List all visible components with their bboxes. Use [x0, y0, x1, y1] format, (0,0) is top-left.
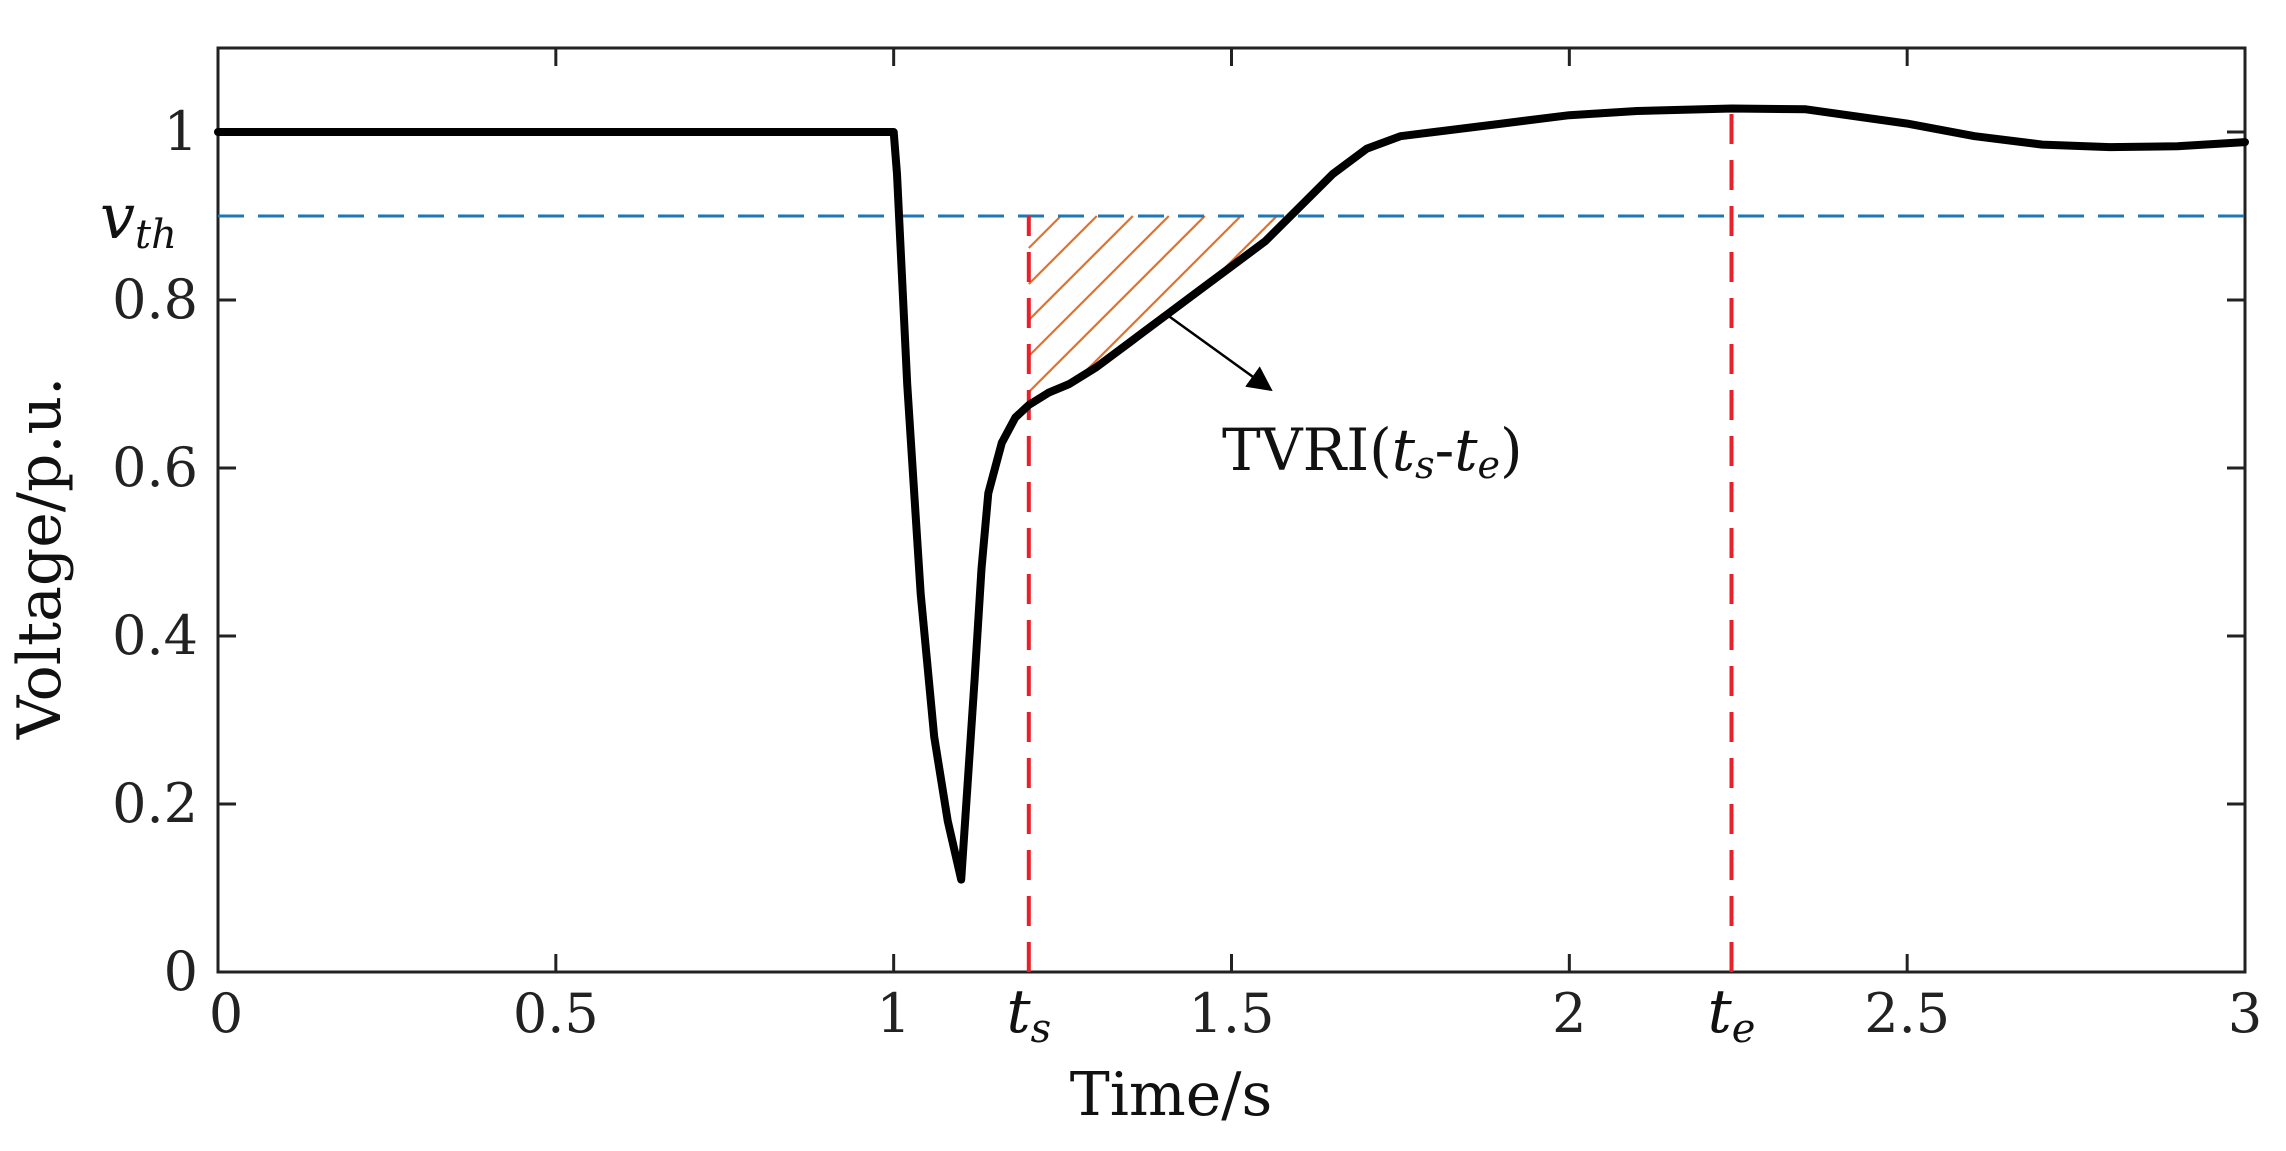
x-tick-label: 2 [1552, 982, 1586, 1045]
hatch-line [1028, 215, 1134, 321]
te-marker-label: te [1708, 977, 1756, 1052]
y-tick-label: 0.8 [112, 268, 198, 331]
annotation-arrow [1163, 311, 1273, 392]
y-axis-title: Voltage/p.u. [5, 377, 75, 740]
hatch-line [1028, 215, 1062, 249]
x-tick-label: 0 [209, 982, 243, 1045]
hatch-line [1028, 215, 1206, 393]
tvri-hatched-area [1028, 215, 1278, 393]
x-tick-label: 1 [876, 982, 910, 1045]
x-tick-label: 1.5 [1189, 982, 1275, 1045]
x-tick-label: 2.5 [1864, 982, 1950, 1045]
voltage-series-line [214, 104, 2249, 884]
y-tick-label: 0 [164, 940, 198, 1003]
y-tick-label: 0.6 [112, 436, 198, 499]
y-tick-label: 1 [164, 100, 198, 163]
plot-frame [216, 46, 2247, 974]
y-axis: 0 0.2 0.4 0.6 0.8 1 [112, 100, 2245, 1003]
x-axis: 0 0.5 1 1.5 2 2.5 3 [209, 48, 2262, 1045]
x-axis-title: Time/s [1070, 1060, 1273, 1130]
y-tick-label: 0.4 [112, 604, 198, 667]
x-tick-label: 0.5 [513, 982, 599, 1045]
x-tick-label: 3 [2228, 982, 2262, 1045]
y-tick-label: 0.2 [112, 772, 198, 835]
ts-marker-label: ts [1006, 977, 1051, 1052]
threshold-label: vth [100, 180, 177, 258]
hatch-line [1028, 215, 1170, 357]
hatch-line [1078, 215, 1242, 379]
hatch-line [1028, 215, 1098, 285]
tvri-annotation: TVRI(ts-te) [1222, 416, 1523, 487]
